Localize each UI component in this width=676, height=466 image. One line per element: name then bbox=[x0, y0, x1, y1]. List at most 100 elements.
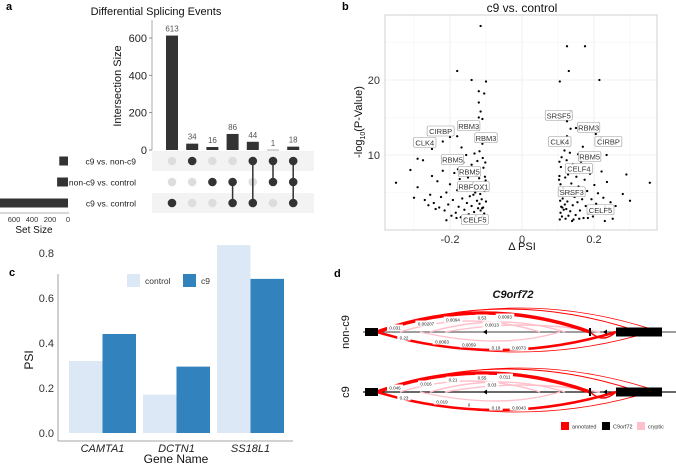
annotated-junction-arc bbox=[376, 368, 641, 393]
y-tick-label: 0.6 bbox=[39, 293, 54, 305]
set-size-bar bbox=[0, 198, 68, 208]
data-point bbox=[423, 198, 426, 202]
data-point bbox=[458, 177, 461, 181]
set-size-label: Set Size bbox=[15, 225, 53, 236]
data-point bbox=[481, 142, 484, 145]
junction-count-box bbox=[443, 316, 463, 323]
annotated-junction-arc bbox=[376, 367, 661, 393]
junction-count-box bbox=[509, 404, 529, 411]
cryptic-junction-arc bbox=[399, 320, 541, 333]
junction-count-label: 0.046 bbox=[389, 386, 401, 391]
cryptic-junction-arc bbox=[419, 391, 561, 402]
y-tick-label: 10 bbox=[368, 150, 380, 162]
gene-label: RBM5 bbox=[442, 156, 463, 165]
gene-label: CELF5 bbox=[589, 206, 612, 215]
data-point bbox=[566, 200, 569, 203]
gene-label-box bbox=[544, 109, 573, 121]
data-point bbox=[484, 200, 488, 203]
data-point bbox=[559, 183, 562, 186]
data-point bbox=[574, 126, 578, 130]
data-point bbox=[611, 217, 614, 220]
data-point bbox=[605, 153, 608, 157]
junction-count-label: 0.0073 bbox=[512, 346, 526, 351]
matrix-dot bbox=[187, 156, 197, 166]
y-tick-label: 600 bbox=[129, 33, 147, 45]
gene-label: CELF4 bbox=[567, 165, 590, 174]
panel-label-d: d bbox=[334, 268, 341, 280]
x-tick-label: 0 bbox=[519, 234, 525, 246]
intersection-bar bbox=[246, 141, 259, 150]
gene-label: SRSF3 bbox=[560, 188, 584, 197]
data-point bbox=[416, 186, 419, 189]
strand-arrow-icon bbox=[483, 389, 487, 395]
data-point bbox=[477, 101, 480, 104]
intersection-value-label: 18 bbox=[289, 136, 298, 145]
data-point bbox=[481, 156, 484, 160]
data-point bbox=[562, 208, 565, 211]
data-point bbox=[478, 177, 481, 180]
junction-count-label: 0.0013 bbox=[485, 323, 499, 328]
junction-count-label: 0.18 bbox=[492, 406, 501, 411]
upset-plot: Differential Splicing Events Intersectio… bbox=[0, 6, 314, 236]
exon bbox=[616, 387, 662, 397]
data-point bbox=[429, 193, 432, 196]
data-point bbox=[563, 203, 566, 206]
cryptic-junction-arc bbox=[429, 381, 566, 393]
data-point bbox=[432, 201, 435, 205]
junction-count-box bbox=[485, 381, 499, 388]
plot-border bbox=[384, 14, 658, 231]
intersection-bar bbox=[206, 147, 219, 150]
bar-control bbox=[217, 245, 251, 433]
gene-label-box bbox=[457, 166, 481, 177]
data-point bbox=[558, 218, 561, 221]
strand-arrow-icon bbox=[483, 329, 487, 335]
y-tick-label: 200 bbox=[129, 108, 147, 120]
junction-count-box bbox=[489, 404, 503, 411]
data-point bbox=[567, 69, 570, 73]
cryptic-junction-arc bbox=[419, 331, 561, 342]
y-tick-label: 0.2 bbox=[39, 383, 54, 395]
data-point bbox=[447, 203, 450, 206]
gene-label-box bbox=[441, 154, 465, 165]
bar-c9 bbox=[250, 278, 284, 433]
exon bbox=[589, 388, 591, 396]
panel-label-a: a bbox=[6, 1, 13, 13]
set-size-tick-label: 600 bbox=[8, 215, 21, 224]
matrix-dot bbox=[187, 177, 197, 187]
data-point bbox=[451, 198, 455, 202]
data-point bbox=[595, 202, 598, 205]
legend-label: C9orf72 bbox=[613, 425, 633, 431]
data-point bbox=[561, 197, 564, 200]
data-point bbox=[561, 206, 564, 209]
data-point bbox=[421, 159, 425, 162]
gene-label-box bbox=[548, 136, 572, 147]
legend-swatch bbox=[183, 274, 196, 287]
gene-label: RBM3 bbox=[458, 122, 479, 131]
data-point bbox=[445, 191, 448, 194]
gene-label: CIRBP bbox=[597, 138, 620, 147]
data-point bbox=[483, 92, 486, 95]
track-label: non-c9 bbox=[340, 315, 352, 349]
matrix-dot bbox=[167, 177, 177, 187]
matrix-dot bbox=[208, 156, 217, 166]
panel-label-b: b bbox=[342, 1, 349, 13]
junction-count-label: 0.19 bbox=[492, 346, 501, 351]
data-point bbox=[477, 116, 480, 119]
annotated-junction-arc bbox=[376, 308, 641, 333]
gene-label: CLK4 bbox=[415, 138, 434, 147]
data-point bbox=[450, 214, 453, 217]
sashimi-plot: C9orf72 non-c9 0.031 0.00207 0.0094 0.53 0.00… bbox=[340, 289, 676, 431]
data-point bbox=[565, 120, 569, 123]
data-point bbox=[625, 173, 628, 176]
junction-count-label: 0.0094 bbox=[446, 318, 460, 323]
data-point bbox=[586, 189, 589, 193]
data-point bbox=[436, 180, 439, 183]
junction-count-label: 0.00207 bbox=[418, 322, 435, 327]
data-point bbox=[602, 196, 605, 199]
junction-count-label: 0.019 bbox=[436, 400, 448, 405]
data-point bbox=[484, 179, 487, 182]
data-point bbox=[603, 219, 606, 223]
junction-count-label: 0.03 bbox=[488, 383, 497, 388]
junction-count-box bbox=[397, 334, 411, 341]
data-point bbox=[578, 209, 582, 212]
